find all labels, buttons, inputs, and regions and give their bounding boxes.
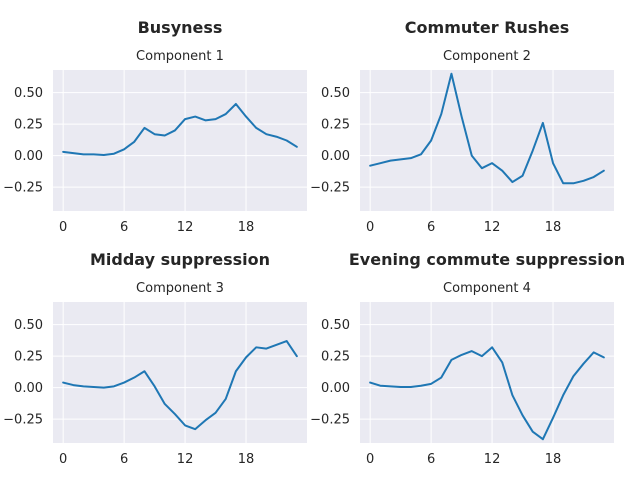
chart-title: Midday suppression bbox=[90, 250, 270, 269]
x-tick-label: 18 bbox=[545, 452, 562, 467]
chart-subtitle: Component 3 bbox=[136, 281, 224, 296]
x-tick-label: 0 bbox=[366, 220, 374, 235]
y-tick-label: −0.25 bbox=[3, 413, 43, 428]
y-tick-label: −0.25 bbox=[310, 413, 350, 428]
x-tick-label: 0 bbox=[366, 452, 374, 467]
x-tick-label: 12 bbox=[484, 452, 501, 467]
x-tick-label: 18 bbox=[238, 452, 255, 467]
chart-title: Evening commute suppression bbox=[349, 250, 625, 269]
chart-panel-4: 0.50 0.25 0.00 −0.25 0 6 12 18 Evening commute s… bbox=[310, 250, 625, 467]
y-tick-label: 0.25 bbox=[321, 350, 350, 365]
y-tick-label: 0.00 bbox=[321, 381, 350, 396]
x-tick-label: 18 bbox=[545, 220, 562, 235]
y-tick-label: 0.25 bbox=[14, 118, 43, 133]
y-tick-label: 0.50 bbox=[321, 86, 350, 101]
y-tick-label: 0.25 bbox=[321, 118, 350, 133]
y-tick-label: 0.00 bbox=[14, 381, 43, 396]
x-tick-label: 12 bbox=[484, 220, 501, 235]
chart-title: Busyness bbox=[138, 18, 223, 37]
y-tick-label: −0.25 bbox=[3, 181, 43, 196]
chart-subtitle: Component 1 bbox=[136, 49, 224, 64]
y-tick-label: −0.25 bbox=[310, 181, 350, 196]
chart-subtitle: Component 4 bbox=[443, 281, 531, 296]
x-tick-label: 6 bbox=[120, 220, 128, 235]
series-line-1 bbox=[62, 102, 298, 156]
y-tick-label: 0.00 bbox=[321, 149, 350, 164]
y-tick-label: 0.25 bbox=[14, 350, 43, 365]
axes-background bbox=[360, 70, 614, 211]
y-tick-label: 0.00 bbox=[14, 149, 43, 164]
series-line-1 bbox=[369, 72, 605, 185]
x-tick-label: 6 bbox=[427, 452, 435, 467]
x-tick-label: 6 bbox=[120, 452, 128, 467]
y-tick-label: 0.50 bbox=[321, 318, 350, 333]
x-tick-label: 6 bbox=[427, 220, 435, 235]
series-line-1 bbox=[369, 346, 605, 441]
chart-panel-1: 0.50 0.25 0.00 −0.25 0 6 12 18 Busyness Component… bbox=[3, 18, 307, 235]
x-tick-label: 0 bbox=[59, 220, 67, 235]
axes-background bbox=[53, 70, 307, 211]
x-tick-label: 0 bbox=[59, 452, 67, 467]
x-tick-label: 12 bbox=[177, 220, 194, 235]
x-tick-label: 12 bbox=[177, 452, 194, 467]
axes-background bbox=[53, 302, 307, 443]
y-tick-label: 0.50 bbox=[14, 86, 43, 101]
x-tick-label: 18 bbox=[238, 220, 255, 235]
y-tick-label: 0.50 bbox=[14, 318, 43, 333]
chart-subtitle: Component 2 bbox=[443, 49, 531, 64]
chart-panel-3: 0.50 0.25 0.00 −0.25 0 6 12 18 Midday suppressio… bbox=[3, 250, 307, 467]
chart-title: Commuter Rushes bbox=[405, 18, 569, 37]
chart-panel-2: 0.50 0.25 0.00 −0.25 0 6 12 18 Commuter Rushes Co… bbox=[310, 18, 614, 235]
series-line-1 bbox=[62, 340, 298, 431]
